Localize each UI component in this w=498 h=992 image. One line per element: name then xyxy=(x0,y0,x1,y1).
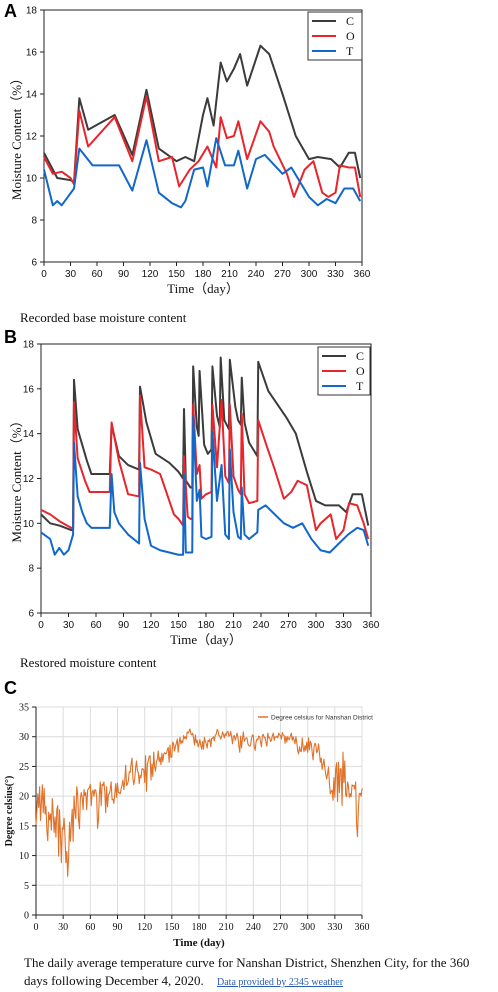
x-tick-label: 120 xyxy=(137,922,152,933)
y-axis-title: Degree celsius(°) xyxy=(4,776,15,847)
y-tick-label: 15 xyxy=(19,821,29,832)
x-tick-label: 30 xyxy=(58,922,68,933)
x-tick-label: 30 xyxy=(65,269,77,280)
panel-a-letter: A xyxy=(4,1,17,21)
x-tick-label: 0 xyxy=(38,620,44,631)
x-tick-label: 330 xyxy=(335,620,352,631)
x-tick-label: 90 xyxy=(118,269,130,280)
data-source-link[interactable]: Data provided by 2345 weather xyxy=(217,977,344,988)
legend-label-t: T xyxy=(356,379,364,393)
x-tick-label: 180 xyxy=(195,269,212,280)
y-tick-label: 18 xyxy=(26,6,38,17)
x-axis-title: Time (day) xyxy=(173,937,225,949)
x-tick-label: 300 xyxy=(300,922,315,933)
y-tick-label: 12 xyxy=(26,132,38,143)
legend-label-c: C xyxy=(356,349,364,363)
y-tick-label: 10 xyxy=(23,519,35,530)
panel-c-caption-line2: days following December 4, 2020. xyxy=(24,973,204,988)
x-tick-label: 330 xyxy=(327,269,344,280)
panel-b-letter: B xyxy=(4,327,17,347)
x-tick-label: 210 xyxy=(219,922,234,933)
series-line-t xyxy=(43,137,362,209)
y-tick-label: 8 xyxy=(28,564,34,575)
y-tick-label: 14 xyxy=(26,90,38,101)
panel-a-caption: Recorded base moisture content xyxy=(20,310,187,325)
y-tick-label: 6 xyxy=(31,258,37,269)
x-tick-label: 270 xyxy=(274,269,291,280)
y-tick-label: 20 xyxy=(19,792,29,803)
x-tick-label: 240 xyxy=(248,269,265,280)
x-tick-label: 150 xyxy=(168,269,185,280)
x-tick-label: 90 xyxy=(113,922,123,933)
legend-label-temperature: Degree celsius for Nanshan District xyxy=(271,715,373,722)
x-tick-label: 240 xyxy=(246,922,261,933)
y-tick-label: 10 xyxy=(19,851,29,862)
panel-c-caption-line1: The daily average temperature curve for … xyxy=(24,955,469,970)
chart-b-restored-moisture: 0 30 60 90 120 150 180 210 240 270 300 330 360 6 8 10 12… xyxy=(9,340,380,648)
chart-c-daily-temperature: 0 30 60 90 120 150 180 210 240 270 300 330 360 0 5 10 15… xyxy=(4,703,373,950)
x-tick-label: 360 xyxy=(354,269,371,280)
x-tick-label: 120 xyxy=(143,620,160,631)
series-line-temperature xyxy=(35,728,363,877)
chart-a-recorded-moisture: 0 30 60 90 120 150 180 210 240 270 300 330 360 6 8 10 12… xyxy=(9,6,371,297)
y-axis-title: Moisture Content（%） xyxy=(9,414,24,542)
x-tick-label: 270 xyxy=(273,922,288,933)
x-axis-title: Time（day） xyxy=(170,632,242,647)
x-tick-label: 150 xyxy=(170,620,187,631)
legend-label-t: T xyxy=(346,44,354,58)
legend-label-c: C xyxy=(346,14,354,28)
y-tick-label: 16 xyxy=(26,48,38,59)
y-tick-label: 30 xyxy=(19,732,29,743)
series-line-c xyxy=(43,44,362,184)
x-axis-title: Time（day） xyxy=(167,281,239,296)
x-tick-label: 300 xyxy=(308,620,325,631)
x-tick-label: 180 xyxy=(192,922,207,933)
x-tick-label: 300 xyxy=(301,269,318,280)
y-tick-label: 0 xyxy=(24,911,29,922)
x-tick-label: 0 xyxy=(41,269,47,280)
x-tick-label: 120 xyxy=(142,269,159,280)
x-tick-label: 60 xyxy=(90,620,102,631)
legend-label-o: O xyxy=(346,29,355,43)
y-axis-title: Moisture Content（%） xyxy=(9,72,24,200)
y-tick-label: 6 xyxy=(28,609,34,620)
y-tick-label: 5 xyxy=(24,881,29,892)
y-tick-label: 25 xyxy=(19,762,29,773)
legend-label-o: O xyxy=(356,364,365,378)
x-tick-label: 180 xyxy=(198,620,215,631)
x-tick-label: 30 xyxy=(63,620,75,631)
panel-b-caption: Restored moisture content xyxy=(20,655,157,670)
series-line-o xyxy=(40,394,370,541)
y-tick-label: 35 xyxy=(19,703,29,714)
x-tick-label: 210 xyxy=(221,269,238,280)
y-tick-label: 16 xyxy=(23,384,35,395)
x-tick-label: 270 xyxy=(280,620,297,631)
y-tick-label: 8 xyxy=(31,216,37,227)
y-tick-label: 12 xyxy=(23,474,35,485)
x-tick-label: 60 xyxy=(85,922,95,933)
x-tick-label: 360 xyxy=(355,922,370,933)
series-line-o xyxy=(43,95,362,198)
x-tick-label: 90 xyxy=(118,620,130,631)
x-tick-label: 210 xyxy=(225,620,242,631)
series-line-t xyxy=(40,414,370,556)
y-tick-label: 18 xyxy=(23,340,35,351)
x-tick-label: 0 xyxy=(34,922,39,933)
y-tick-label: 14 xyxy=(23,429,35,440)
y-tick-label: 10 xyxy=(26,174,38,185)
x-tick-label: 150 xyxy=(164,922,179,933)
x-tick-label: 330 xyxy=(327,922,342,933)
x-tick-label: 60 xyxy=(91,269,103,280)
x-tick-label: 240 xyxy=(253,620,270,631)
x-tick-label: 360 xyxy=(363,620,380,631)
panel-c-letter: C xyxy=(4,678,17,698)
